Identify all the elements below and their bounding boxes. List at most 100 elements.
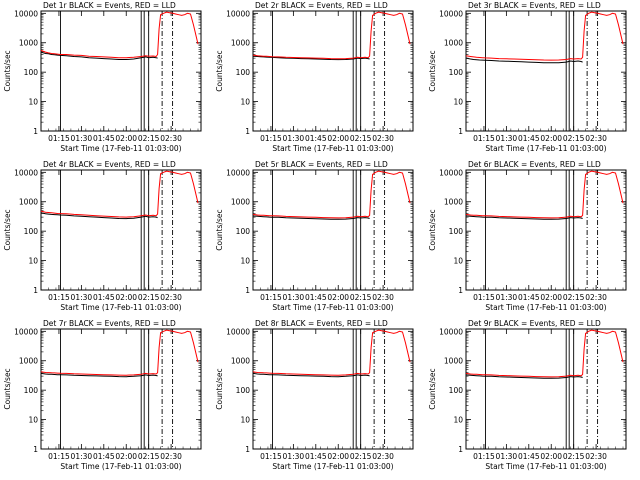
x-tick-label: 01:45: [93, 293, 115, 302]
x-tick-label: 01:15: [48, 452, 70, 461]
y-tick-label: 1000: [231, 39, 250, 48]
plot-frame: [465, 10, 627, 132]
y-tick-label: 1: [245, 445, 250, 454]
chart-title: Det 2r BLACK = Events, RED = LLD: [255, 1, 388, 10]
x-axis-label: Start Time (17-Feb-11 01:03:00): [60, 144, 181, 153]
chart-panel-3: Det 3r BLACK = Events, RED = LLD 1 10 100 10…: [428, 1, 627, 153]
plot-frame: [252, 169, 414, 291]
y-tick-label: 100: [24, 68, 39, 77]
plot-frame: [252, 10, 414, 132]
y-tick-label: 10000: [14, 327, 38, 336]
x-tick-label: 01:45: [305, 452, 327, 461]
x-tick-label: 01:30: [71, 452, 93, 461]
x-tick-label: 02:30: [372, 134, 394, 143]
y-tick-label: 1: [458, 445, 463, 454]
y-axis-label: Counts/sec: [3, 50, 12, 91]
plot-frame: [40, 169, 202, 291]
series-lld: [40, 170, 199, 218]
x-tick-label: 02:15: [563, 452, 585, 461]
y-tick-label: 1000: [444, 39, 463, 48]
x-tick-label: 01:45: [305, 293, 327, 302]
x-tick-label: 01:15: [260, 134, 282, 143]
chart-title: Det 5r BLACK = Events, RED = LLD: [255, 160, 388, 169]
x-tick-label: 01:45: [305, 134, 327, 143]
x-tick-label: 02:15: [350, 452, 372, 461]
y-tick-label: 10000: [439, 9, 463, 18]
y-tick-label: 10: [453, 98, 463, 107]
y-axis-label: Counts/sec: [215, 50, 224, 91]
y-tick-label: 10000: [226, 168, 250, 177]
series-events: [252, 215, 370, 220]
y-tick-label: 1000: [19, 39, 38, 48]
x-tick-label: 02:00: [540, 134, 562, 143]
plot-frame: [465, 169, 627, 291]
series-events: [40, 212, 158, 220]
series-lld: [252, 170, 411, 219]
y-tick-label: 1: [33, 127, 38, 136]
y-tick-label: 100: [449, 386, 464, 395]
series-lld: [40, 11, 199, 59]
series-events: [40, 51, 158, 60]
y-tick-label: 10000: [14, 9, 38, 18]
chart-title: Det 3r BLACK = Events, RED = LLD: [468, 1, 601, 10]
x-tick-label: 02:15: [563, 134, 585, 143]
chart-panel-5: Det 5r BLACK = Events, RED = LLD 1 10 100 10…: [215, 160, 414, 312]
y-axis-label: Counts/sec: [3, 209, 12, 250]
chart-panel-8: Det 8r BLACK = Events, RED = LLD 1 10 100 10…: [215, 319, 414, 471]
series-lld: [465, 170, 624, 219]
y-tick-label: 10000: [439, 168, 463, 177]
x-tick-label: 02:15: [138, 452, 160, 461]
chart-panel-7: Det 7r BLACK = Events, RED = LLD 1 10 100 10…: [3, 319, 202, 471]
x-tick-label: 02:15: [563, 293, 585, 302]
x-axis-label: Start Time (17-Feb-11 01:03:00): [485, 144, 606, 153]
y-tick-label: 100: [236, 386, 251, 395]
x-axis-label: Start Time (17-Feb-11 01:03:00): [272, 144, 393, 153]
chart-panel-1: Det 1r BLACK = Events, RED = LLD 1 10 100 10…: [3, 1, 202, 153]
x-tick-label: 02:30: [160, 452, 182, 461]
x-tick-label: 01:45: [518, 293, 540, 302]
series-events: [465, 374, 583, 379]
x-tick-label: 02:00: [115, 452, 137, 461]
series-events: [465, 215, 583, 220]
x-tick-label: 01:45: [93, 452, 115, 461]
series-events: [40, 372, 158, 378]
x-tick-label: 02:00: [327, 452, 349, 461]
x-tick-label: 02:30: [585, 134, 607, 143]
plot-frame: [40, 328, 202, 450]
x-tick-label: 02:00: [327, 293, 349, 302]
y-tick-label: 10: [28, 257, 38, 266]
y-axis-label: Counts/sec: [215, 368, 224, 409]
y-tick-label: 1: [245, 127, 250, 136]
chart-panel-2: Det 2r BLACK = Events, RED = LLD 1 10 100 10…: [215, 1, 414, 153]
x-tick-label: 02:15: [350, 293, 372, 302]
x-tick-label: 01:30: [283, 134, 305, 143]
x-axis-label: Start Time (17-Feb-11 01:03:00): [60, 462, 181, 471]
y-tick-label: 100: [24, 227, 39, 236]
y-tick-label: 10: [453, 416, 463, 425]
y-tick-label: 10000: [226, 327, 250, 336]
y-tick-label: 10: [240, 416, 250, 425]
chart-title: Det 1r BLACK = Events, RED = LLD: [43, 1, 176, 10]
x-tick-label: 01:15: [48, 134, 70, 143]
x-tick-label: 01:30: [71, 134, 93, 143]
chart-title: Det 9r BLACK = Events, RED = LLD: [468, 319, 601, 328]
series-lld: [40, 329, 199, 376]
x-tick-label: 01:15: [473, 452, 495, 461]
y-tick-label: 10: [240, 257, 250, 266]
x-tick-label: 01:30: [283, 452, 305, 461]
x-tick-label: 01:30: [496, 452, 518, 461]
x-axis-label: Start Time (17-Feb-11 01:03:00): [485, 303, 606, 312]
y-tick-label: 10: [453, 257, 463, 266]
y-tick-label: 100: [24, 386, 39, 395]
x-tick-label: 01:15: [260, 452, 282, 461]
y-axis-label: Counts/sec: [428, 209, 437, 250]
y-tick-label: 1000: [19, 357, 38, 366]
y-tick-label: 1000: [231, 198, 250, 207]
y-axis-label: Counts/sec: [428, 50, 437, 91]
chart-panel-4: Det 4r BLACK = Events, RED = LLD 1 10 100 10…: [3, 160, 202, 312]
y-tick-label: 1: [245, 286, 250, 295]
chart-title: Det 4r BLACK = Events, RED = LLD: [43, 160, 176, 169]
x-tick-label: 01:30: [71, 293, 93, 302]
series-lld: [252, 329, 411, 376]
